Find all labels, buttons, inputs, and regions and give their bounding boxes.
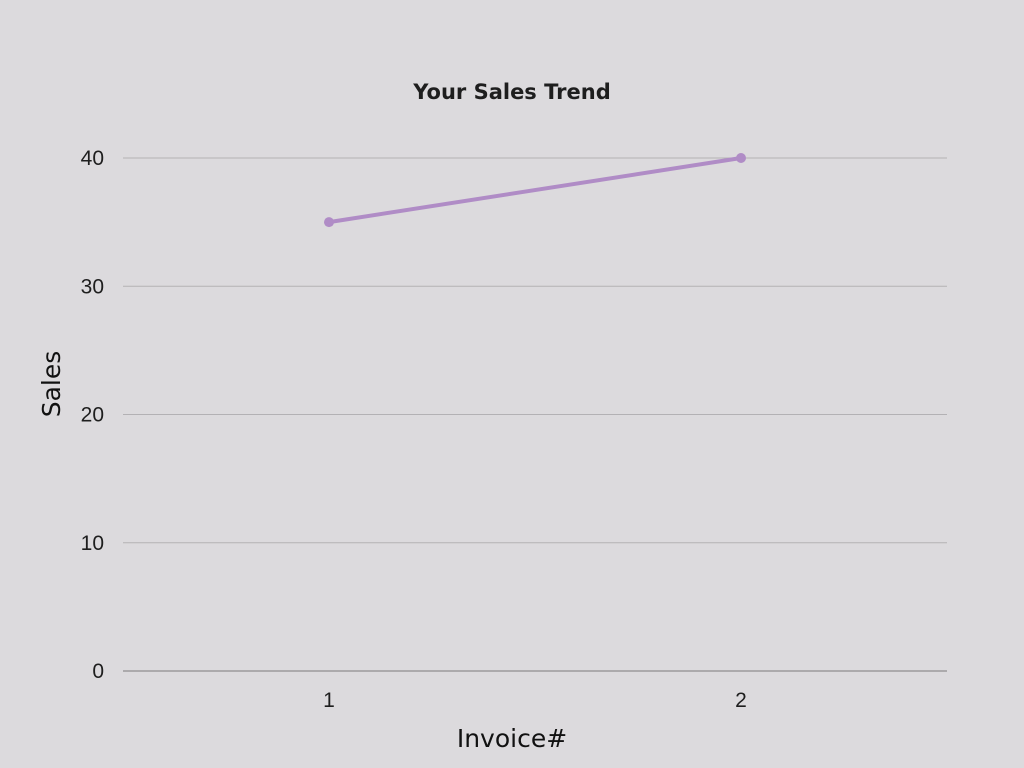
y-tick-label: 10 [81,532,104,555]
series-line [327,156,743,225]
data-point [736,153,746,163]
y-axis-label: Sales [37,351,66,418]
x-tick-label: 2 [735,689,747,712]
y-tick-labels: 0 10 20 30 40 [81,147,104,683]
y-tick-label: 40 [81,147,104,170]
y-tick-label: 30 [81,275,104,298]
series-layer [324,153,746,228]
y-tick-label: 0 [92,660,104,683]
x-axis-label: Invoice# [457,724,567,753]
x-tick-label: 1 [323,689,335,712]
chart-title: Your Sales Trend [412,80,610,104]
y-tick-label: 20 [81,404,104,427]
gridlines [123,157,947,672]
data-point [324,217,334,228]
